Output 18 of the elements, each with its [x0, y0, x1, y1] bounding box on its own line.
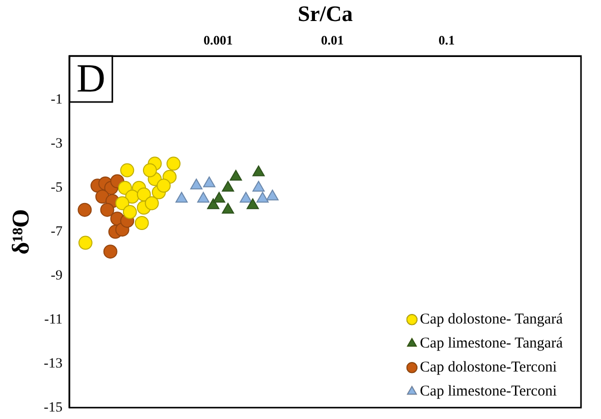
x-axis-title: Sr/Ca	[298, 0, 353, 26]
legend-label: Cap limestone- Tangará	[420, 336, 564, 352]
annotation: D	[76, 56, 106, 100]
y-tick-label: -7	[50, 224, 62, 240]
x-tick-label: 0.001	[203, 32, 233, 48]
x-tick-label: 0.1	[438, 32, 455, 48]
y-tick-label: -15	[44, 400, 62, 416]
legend-label: Cap limestone-Terconi	[420, 384, 557, 400]
y-tick-label: -3	[50, 136, 62, 152]
y-tick-label: -5	[50, 180, 62, 196]
x-tick-label: 0.01	[320, 32, 344, 48]
y-tick-label: -11	[44, 312, 62, 328]
legend-label: Cap dolostone- Tangará	[420, 312, 564, 328]
y-tick-label: -1	[50, 92, 62, 108]
legend-label: Cap dolostone-Terconi	[420, 360, 557, 376]
y-tick-label: -9	[50, 268, 62, 284]
y-axis-title: δ¹⁸O	[8, 209, 35, 255]
y-tick-label: -13	[44, 356, 62, 372]
